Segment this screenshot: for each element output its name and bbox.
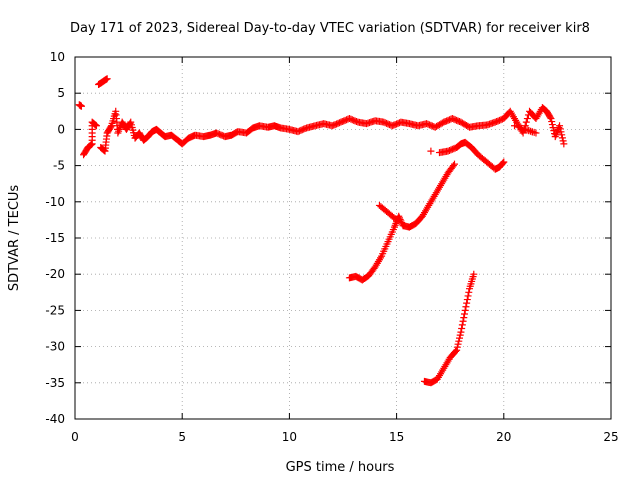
- y-tick-label: -40: [45, 412, 65, 426]
- data-point: [456, 331, 464, 339]
- x-tick-label: 10: [282, 430, 297, 444]
- data-point: [465, 288, 473, 296]
- data-point: [449, 162, 457, 170]
- data-point: [463, 299, 471, 307]
- data-point: [557, 128, 565, 136]
- data-point: [455, 337, 463, 345]
- y-axis-label: SDTVAR / TECUs: [7, 185, 22, 292]
- data-point: [457, 328, 465, 336]
- data-point: [450, 160, 458, 168]
- data-point: [459, 317, 467, 325]
- data-point: [454, 340, 462, 348]
- data-point: [397, 217, 405, 225]
- chart-title: Day 171 of 2023, Sidereal Day-to-day VTE…: [70, 21, 590, 36]
- data-point: [460, 314, 468, 322]
- y-tick-label: 5: [57, 86, 65, 100]
- data-point: [525, 127, 533, 135]
- data-point: [556, 122, 564, 130]
- data-point: [532, 129, 540, 137]
- y-tick-label: -15: [45, 231, 65, 245]
- x-axis-ticks: 0 5 10 15 20 25: [71, 57, 619, 444]
- data-point: [452, 347, 460, 355]
- data-point: [548, 121, 556, 129]
- data-point: [500, 158, 508, 166]
- x-tick-label: 25: [603, 430, 618, 444]
- data-point: [559, 137, 567, 145]
- y-axis-ticks: 10 5 0 -5 -10 -15 -20 -25 -30 -35 -40: [45, 50, 611, 426]
- y-tick-label: -10: [45, 195, 65, 209]
- y-tick-label: 0: [57, 122, 65, 136]
- data-point: [460, 310, 468, 318]
- data-point: [455, 334, 463, 342]
- data-point: [461, 306, 469, 314]
- data-point: [87, 140, 95, 148]
- data-point: [519, 129, 527, 137]
- data-point: [91, 121, 99, 129]
- data-point: [453, 346, 461, 354]
- data-point: [514, 123, 522, 131]
- data-point: [498, 160, 506, 168]
- x-axis-label: GPS time / hours: [286, 460, 395, 475]
- data-point: [393, 216, 401, 224]
- x-tick-label: 0: [71, 430, 79, 444]
- data-point: [530, 128, 538, 136]
- data-points: [75, 75, 568, 387]
- data-point: [521, 125, 529, 133]
- data-point: [462, 303, 470, 311]
- data-point: [527, 127, 535, 135]
- data-point: [107, 123, 115, 131]
- data-point: [391, 215, 399, 223]
- data-point: [77, 102, 85, 110]
- y-tick-label: -5: [53, 159, 65, 173]
- x-tick-label: 20: [496, 430, 511, 444]
- y-tick-label: -20: [45, 267, 65, 281]
- data-point: [453, 343, 461, 351]
- data-point: [511, 122, 519, 130]
- data-point: [499, 159, 507, 167]
- y-tick-label: -25: [45, 303, 65, 317]
- y-tick-label: -30: [45, 340, 65, 354]
- data-point: [522, 118, 530, 126]
- data-point: [558, 131, 566, 139]
- data-point: [463, 296, 471, 304]
- data-point: [395, 212, 403, 220]
- data-point: [87, 141, 95, 149]
- x-tick-label: 5: [178, 430, 186, 444]
- data-point: [558, 134, 566, 142]
- data-point: [92, 121, 100, 129]
- data-point: [556, 125, 564, 133]
- data-point: [92, 122, 100, 130]
- y-tick-label: -35: [45, 376, 65, 390]
- data-point: [470, 270, 478, 278]
- x-tick-label: 15: [389, 430, 404, 444]
- data-point: [528, 128, 536, 136]
- data-point: [547, 115, 555, 123]
- data-point: [103, 75, 111, 83]
- data-point: [126, 119, 134, 127]
- data-point: [523, 115, 531, 123]
- data-point: [464, 292, 472, 300]
- data-point: [518, 124, 526, 132]
- data-point: [560, 140, 568, 148]
- data-point: [427, 147, 435, 155]
- data-point: [458, 321, 466, 329]
- y-tick-label: 10: [50, 50, 65, 64]
- data-point: [458, 325, 466, 332]
- data-point: [546, 113, 554, 121]
- data-point: [548, 118, 556, 126]
